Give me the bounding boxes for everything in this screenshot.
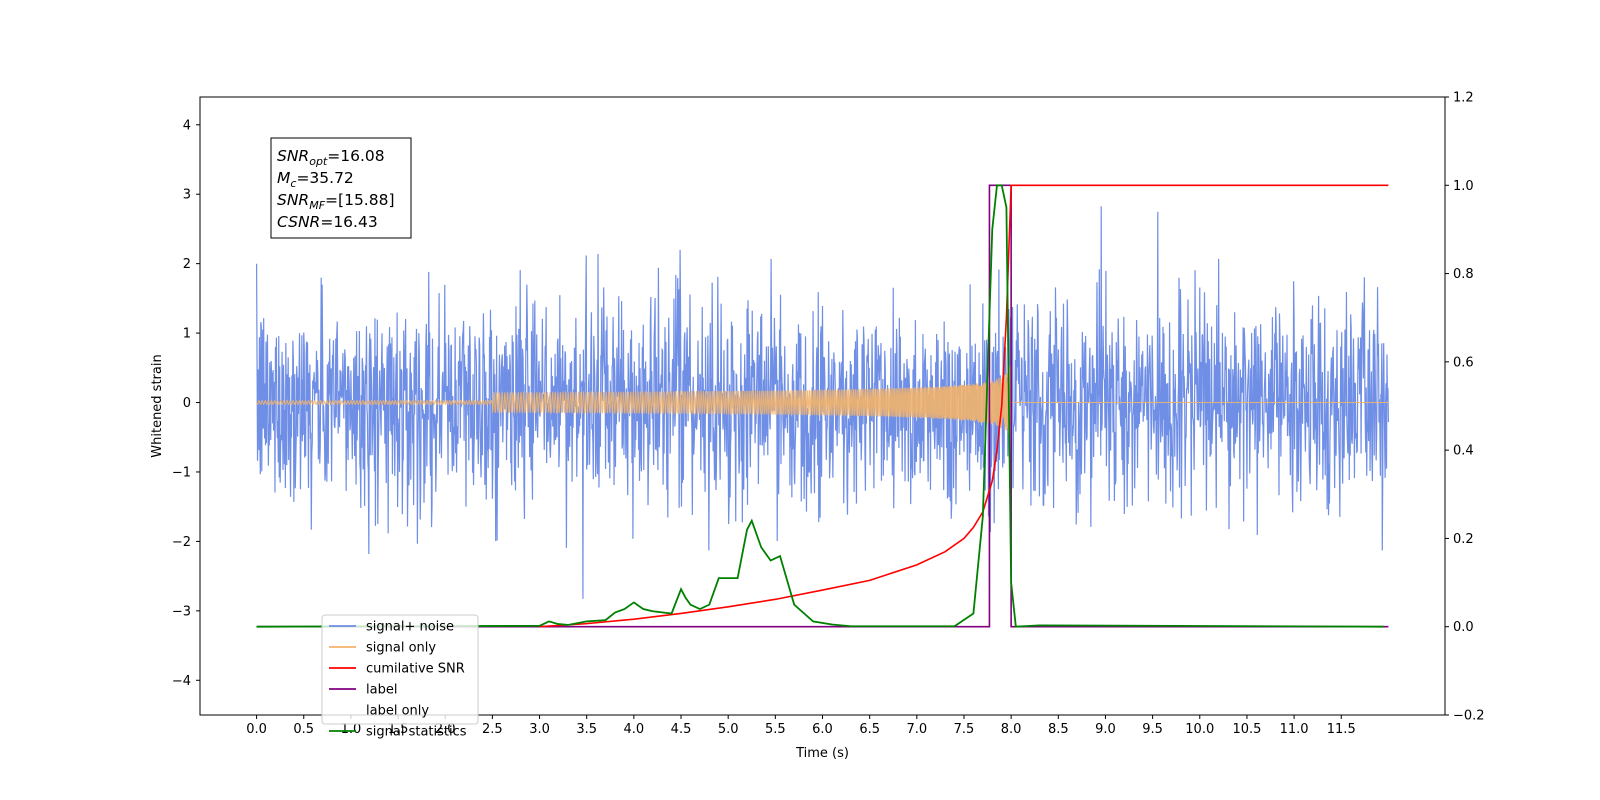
legend-entry: label xyxy=(366,683,397,698)
x-tick-label: 5.5 xyxy=(765,722,786,737)
legend-entry: signal+ noise xyxy=(366,620,454,635)
series-signal-statistics xyxy=(256,184,1384,628)
annotation-subscript: c xyxy=(290,177,296,190)
y-tick-label: −4 xyxy=(172,674,191,689)
x-tick-label: 10.0 xyxy=(1185,722,1214,737)
x-tick-label: 4.0 xyxy=(624,722,645,737)
x-tick-label: 2.5 xyxy=(482,722,503,737)
y2-tick-label: −0.2 xyxy=(1453,709,1485,724)
y2-tick-label: 1.0 xyxy=(1453,179,1474,194)
y2-tick-label: 0.6 xyxy=(1453,355,1474,370)
x-tick-label: 5.0 xyxy=(718,722,739,737)
annotation-frame xyxy=(270,137,412,239)
x-tick-label: 9.0 xyxy=(1095,722,1116,737)
x-tick-label: 8.0 xyxy=(1001,722,1022,737)
annotation-symbol: M xyxy=(277,169,290,187)
x-tick-label: 2.0 xyxy=(435,722,456,737)
x-axis-label: Time (s) xyxy=(795,746,849,761)
annotation-subscript: MF xyxy=(309,199,325,212)
x-tick-label: 0.0 xyxy=(246,722,267,737)
legend: signal+ noise signal only cumilative SNR la… xyxy=(321,614,479,740)
annotation-value: =16.43 xyxy=(320,213,377,231)
series-cumulative-snr xyxy=(539,184,1389,628)
x-tick-label: 7.0 xyxy=(906,722,927,737)
legend-entry: label only xyxy=(366,704,429,719)
legend-entry: cumilative SNR xyxy=(366,662,465,677)
x-tick-label: 11.0 xyxy=(1280,722,1309,737)
annotation-symbol: SNR xyxy=(277,191,309,209)
y-axis-right: 1.2 1.0 0.8 0.6 0.4 0.2 0.0 −0.2 xyxy=(1445,91,1485,724)
y-tick-label: −3 xyxy=(172,604,191,619)
y-tick-label: 2 xyxy=(183,257,191,272)
annotation-value: =[15.88] xyxy=(325,191,394,209)
y-tick-label: −1 xyxy=(172,465,191,480)
annotation-symbol: SNR xyxy=(277,147,309,165)
annotation-symbol: CSNR xyxy=(277,213,320,231)
annotation-line: SNRMF=[15.88] xyxy=(277,191,395,212)
x-tick-label: 8.5 xyxy=(1048,722,1069,737)
x-tick-label: 6.5 xyxy=(859,722,880,737)
x-tick-label: 1.5 xyxy=(388,722,409,737)
x-tick-label: 1.0 xyxy=(341,722,362,737)
annotation-line: Mc=35.72 xyxy=(277,169,354,190)
plot-area xyxy=(255,184,1390,628)
y-tick-label: 4 xyxy=(183,118,191,133)
y-tick-label: 0 xyxy=(183,396,191,411)
x-tick-label: 0.5 xyxy=(293,722,314,737)
y-tick-label: −2 xyxy=(172,535,191,550)
y-axis-label: Whitened strain xyxy=(150,354,165,457)
legend-entry: signal only xyxy=(366,641,436,656)
x-tick-label: 10.5 xyxy=(1232,722,1261,737)
x-tick-label: 11.5 xyxy=(1327,722,1356,737)
y2-tick-label: 0.4 xyxy=(1453,444,1474,459)
y-axis-left: 4 3 2 1 0 −1 −2 −3 −4 xyxy=(172,118,200,689)
legend-entry: signal statistics xyxy=(366,725,467,740)
y2-tick-label: 0.0 xyxy=(1453,620,1474,635)
annotation-line: CSNR=16.43 xyxy=(277,213,378,231)
y-tick-label: 3 xyxy=(183,188,191,203)
x-tick-label: 6.0 xyxy=(812,722,833,737)
annotation-subscript: opt xyxy=(309,155,328,168)
x-tick-label: 4.5 xyxy=(671,722,692,737)
series-signal-only xyxy=(256,365,1389,434)
x-tick-label: 7.5 xyxy=(954,722,975,737)
y2-tick-label: 1.2 xyxy=(1453,91,1474,106)
series-signal-plus-noise xyxy=(255,206,1390,599)
y2-tick-label: 0.2 xyxy=(1453,532,1474,547)
annotation-value: =16.08 xyxy=(327,147,384,165)
annotation-value: =35.72 xyxy=(296,169,353,187)
stats-annotation-box: SNRopt=16.08Mc=35.72SNRMF=[15.88]CSNR=16… xyxy=(270,137,412,239)
legend-frame xyxy=(321,614,479,725)
y-tick-label: 1 xyxy=(183,327,191,342)
x-axis: 0.0 0.5 1.0 1.5 2.0 2.5 3.0 3.5 4.0 4.5 5.0 5.5 6.0 6… xyxy=(246,715,1356,737)
x-tick-label: 3.0 xyxy=(529,722,550,737)
y2-tick-label: 0.8 xyxy=(1453,267,1474,282)
annotation-line: SNRopt=16.08 xyxy=(277,147,385,168)
x-tick-label: 3.5 xyxy=(576,722,597,737)
x-tick-label: 9.5 xyxy=(1142,722,1163,737)
